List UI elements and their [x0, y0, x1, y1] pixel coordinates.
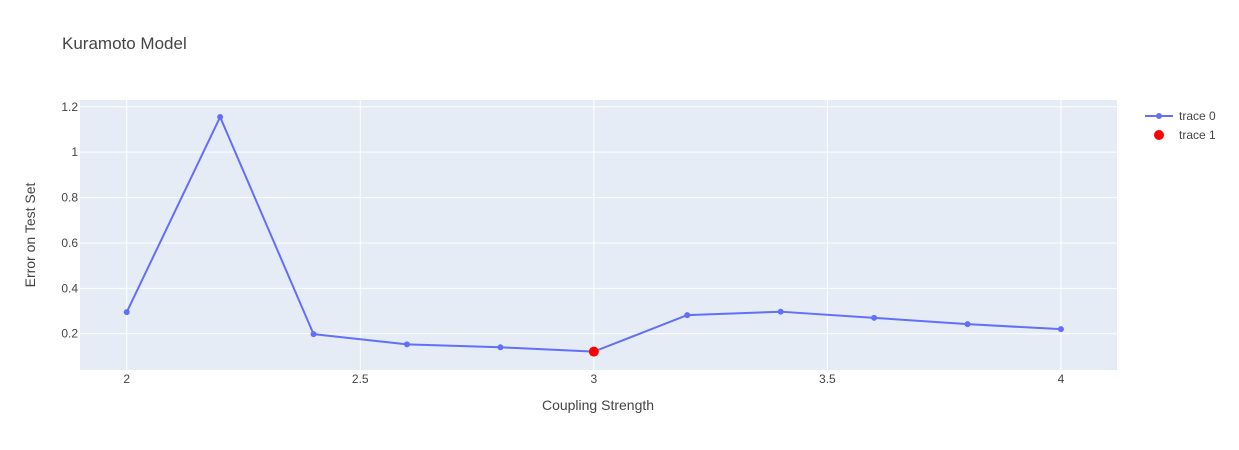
y-tick-label: 0.4 [61, 281, 78, 295]
x-tick-labels: 2 2.5 3 3.5 4 [123, 372, 1064, 386]
data-point[interactable] [777, 308, 784, 315]
x-tick-label: 4 [1058, 372, 1065, 386]
y-axis-label: Error on Test Set [22, 183, 38, 288]
y-tick-label: 0.2 [61, 327, 78, 341]
series-1 [588, 346, 599, 357]
legend-label: trace 0 [1179, 108, 1216, 123]
legend-item-trace-0[interactable]: trace 0 [1143, 106, 1235, 125]
legend-swatch-line-marker [1145, 112, 1173, 119]
x-tick-label: 3 [590, 372, 597, 386]
chart-title: Kuramoto Model [62, 34, 187, 53]
y-tick-label: 0.6 [61, 236, 78, 250]
data-point[interactable] [588, 346, 599, 357]
x-tick-label: 2 [123, 372, 130, 386]
x-tick-label: 2.5 [352, 372, 369, 386]
data-point[interactable] [964, 321, 971, 328]
x-axis-label: Coupling Strength [542, 397, 654, 413]
data-point[interactable] [123, 309, 130, 316]
x-tick-label: 3.5 [819, 372, 836, 386]
legend-swatch-marker [1154, 129, 1164, 140]
data-point[interactable] [684, 312, 691, 319]
data-point[interactable] [310, 331, 317, 338]
plot-background [80, 100, 1117, 370]
legend-item-trace-1[interactable]: trace 1 [1143, 125, 1235, 144]
y-tick-label: 0.8 [61, 191, 78, 205]
y-tick-label: 1 [71, 145, 78, 159]
series-layer [123, 114, 1064, 357]
data-point[interactable] [403, 341, 410, 348]
data-point[interactable] [497, 344, 504, 351]
data-point[interactable] [1057, 326, 1064, 333]
y-tick-labels: 0.2 0.4 0.6 0.8 1 1.2 [61, 100, 78, 341]
data-point[interactable] [871, 314, 878, 321]
y-tick-label: 1.2 [61, 100, 78, 114]
grid-lines [80, 100, 1117, 370]
data-point[interactable] [217, 114, 224, 121]
legend[interactable]: trace 0 trace 1 [1143, 106, 1235, 144]
legend-label: trace 1 [1179, 127, 1216, 142]
